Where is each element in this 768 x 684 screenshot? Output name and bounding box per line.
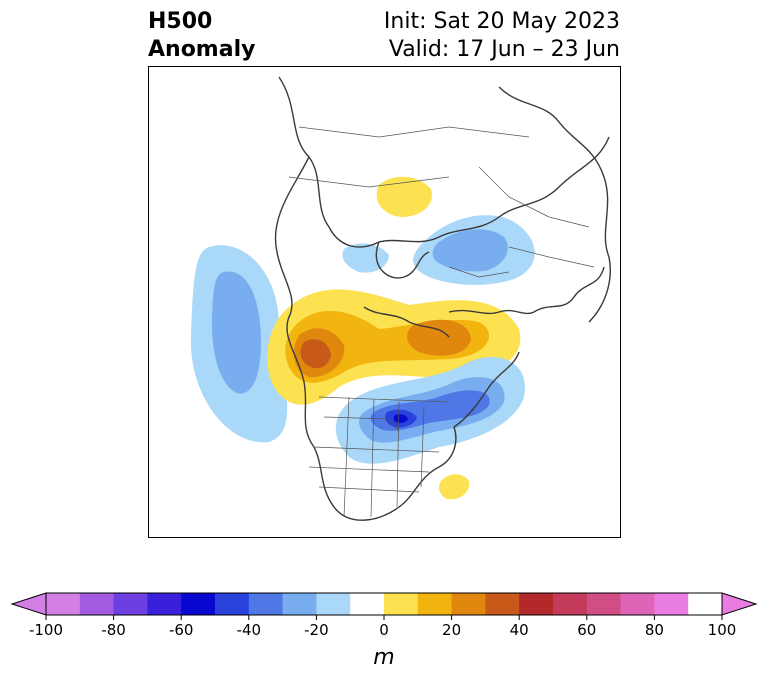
colorbar-cell xyxy=(654,593,689,615)
colorbar-cell xyxy=(519,593,554,615)
colorbar-cell xyxy=(553,593,588,615)
colorbar-cell xyxy=(688,593,723,615)
anomaly-map xyxy=(148,66,621,538)
great-lakes-negative-anomaly xyxy=(335,357,525,464)
map-canvas xyxy=(190,76,611,521)
colorbar-cell xyxy=(147,593,182,615)
title-line-1: H500 xyxy=(148,9,213,34)
colorbar-tick-label: -20 xyxy=(304,621,329,639)
colorbar-cell xyxy=(417,593,453,615)
colorbar: -100 -80 -60 -40 -20 0 20 40 60 80 100 xyxy=(10,592,758,639)
colorbar-tick-label: 80 xyxy=(645,621,664,639)
date-info: Init: Sat 20 May 2023 Valid: 17 Jun – 23… xyxy=(384,8,620,64)
colorbar-cell xyxy=(215,593,250,615)
valid-range: Valid: 17 Jun – 23 Jun xyxy=(388,37,620,62)
siberia-negative-anomaly xyxy=(342,215,535,285)
western-canada-positive-anomaly xyxy=(267,289,521,405)
colorbar-cell xyxy=(350,593,385,615)
coastlines xyxy=(274,76,611,521)
colorbar-cell xyxy=(46,593,81,615)
colorbar-cell xyxy=(181,593,216,615)
colorbar-unit: m xyxy=(373,645,395,670)
colorbar-tick-label: 100 xyxy=(708,621,737,639)
colorbar-cell xyxy=(620,593,655,615)
colorbar-over-extension xyxy=(721,592,758,616)
init-date: Init: Sat 20 May 2023 xyxy=(383,9,620,34)
colorbar-under-extension xyxy=(10,592,47,616)
colorbar-cell xyxy=(248,593,284,615)
colorbar-cell xyxy=(316,593,351,615)
colorbar-tick-label: -40 xyxy=(237,621,262,639)
colorbar-tick-label: -80 xyxy=(101,621,126,639)
atlantic-positive-anomaly xyxy=(439,474,470,500)
colorbar-cell xyxy=(451,593,486,615)
colorbar-ticks: -100 -80 -60 -40 -20 0 20 40 60 80 100 xyxy=(29,615,736,639)
colorbar-tick-label: 40 xyxy=(510,621,529,639)
colorbar-cell xyxy=(79,593,115,615)
colorbar-tick-label: 20 xyxy=(442,621,461,639)
colorbar-tick-label: 0 xyxy=(379,621,389,639)
colorbar-cell xyxy=(282,593,317,615)
colorbar-cell xyxy=(384,593,419,615)
map-title: H500 Anomaly xyxy=(148,8,255,64)
colorbar-tick-label: -60 xyxy=(169,621,194,639)
colorbar-cells xyxy=(10,592,758,616)
colorbar-cell xyxy=(586,593,622,615)
colorbar-tick-label: 60 xyxy=(577,621,596,639)
political-borders xyxy=(288,126,595,518)
colorbar-cell xyxy=(485,593,520,615)
colorbar-tick-label: -100 xyxy=(29,621,63,639)
ural-positive-anomaly xyxy=(376,176,432,217)
pacific-negative-anomaly xyxy=(190,245,288,443)
colorbar-cell xyxy=(113,593,148,615)
title-line-2: Anomaly xyxy=(148,37,256,62)
